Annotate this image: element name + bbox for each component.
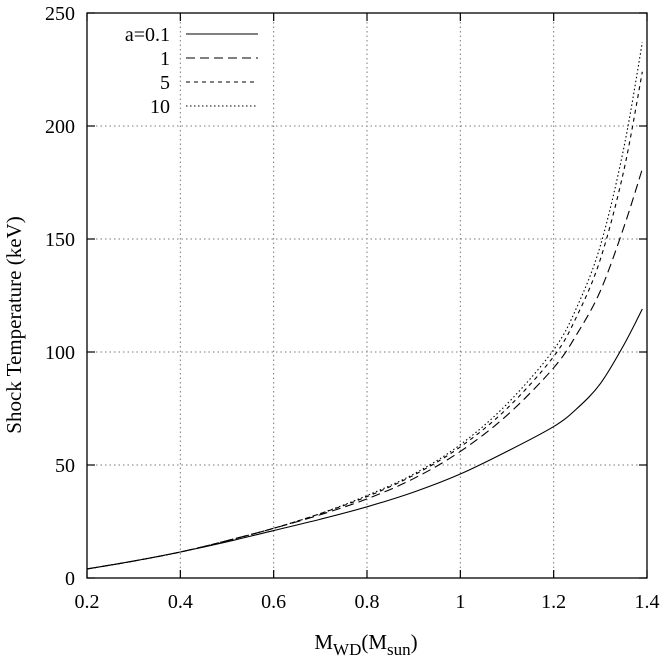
x-axis-label-sub-sun: sun — [387, 640, 411, 659]
x-axis-label-close: ) — [411, 630, 418, 654]
x-tick-label: 1.4 — [635, 591, 660, 613]
y-tick-label: 50 — [55, 455, 75, 477]
series-line-3 — [86, 42, 643, 570]
x-tick-label: 0.4 — [168, 591, 193, 613]
x-tick-label: 0.2 — [75, 591, 100, 613]
grid-lines — [87, 13, 647, 578]
series-line-2 — [86, 71, 643, 570]
series-line-0 — [86, 308, 643, 570]
legend-label-0: a=0.1 — [125, 24, 170, 46]
x-tick-label: 0.8 — [355, 591, 380, 613]
series-lines — [86, 42, 643, 570]
legend-label-3: 10 — [150, 96, 170, 118]
y-axis-label: Shock Temperature (keV) — [2, 216, 26, 433]
y-tick-label: 200 — [45, 116, 75, 138]
y-tick-label: 0 — [65, 568, 75, 590]
plot-frame — [86, 12, 648, 579]
x-axis-label-paren: (M — [361, 630, 387, 654]
legend-label-1: 1 — [160, 48, 170, 70]
legend-label-2: 5 — [160, 72, 170, 94]
y-tick-label: 100 — [45, 342, 75, 364]
y-tick-label: 150 — [45, 229, 75, 251]
x-tick-label: 1 — [455, 591, 465, 613]
series-line-1 — [86, 168, 643, 570]
y-tick-label: 250 — [45, 3, 75, 25]
x-tick-label: 1.2 — [541, 591, 566, 613]
x-axis-label-main: M — [314, 630, 333, 654]
x-tick-label: 0.6 — [261, 591, 286, 613]
axis-ticks: 0.2 0.4 0.6 0.8 1 1.2 1.4 0 50 100 150 200 250 — [45, 3, 660, 613]
x-axis-label-sub-wd: WD — [333, 640, 361, 659]
x-axis-label: MWD(Msun) — [314, 630, 417, 659]
